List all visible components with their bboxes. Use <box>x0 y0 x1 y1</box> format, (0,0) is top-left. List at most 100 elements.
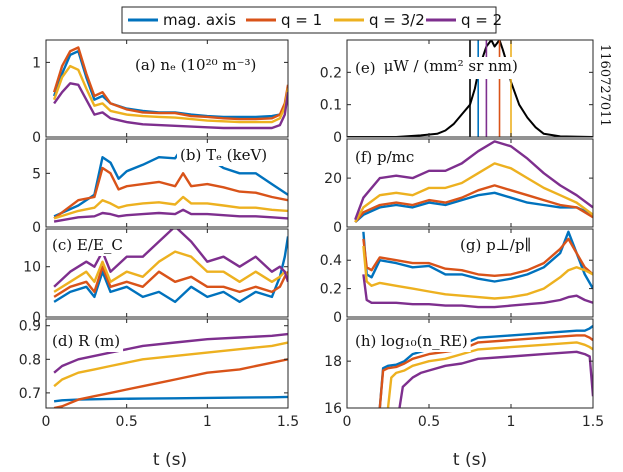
ytick-label-f-1: 20 <box>324 171 342 187</box>
ytick-label-g-2: 0.4 <box>320 253 342 269</box>
panel-d-plot-area <box>53 332 288 408</box>
series-a-q2 <box>53 82 288 130</box>
xtick-label-h-1: 0.5 <box>418 414 440 430</box>
panel-h-label: (h) log₁₀(n_RE) <box>355 332 468 350</box>
panel-c-plot-area <box>53 229 288 304</box>
ytick-label-e-0: 0 <box>333 130 342 146</box>
panel-c-frame <box>45 228 289 318</box>
series-d-q2 <box>53 332 288 374</box>
panel-b: 0 5 (b) Tₑ (keV) <box>32 138 289 236</box>
panel-b-label-bg <box>177 144 271 166</box>
series-a-q1 <box>52 46 288 121</box>
panel-e: 0 0.1 0.2 (e) μW / (mm² sr nm) <box>320 39 594 146</box>
series-c-q32 <box>53 250 288 293</box>
panel-d: 0.7 0.8 0.9 0 0.5 1 1.5 (d) R (m) <box>19 318 299 430</box>
panel-b-label: (b) Tₑ (keV) <box>180 146 267 164</box>
panel-f-frame <box>346 138 594 228</box>
series-a-q32 <box>52 64 288 124</box>
legend-label-q32: q = 3/2 <box>369 11 425 29</box>
x-axis-label-left: t (s) <box>153 450 187 470</box>
series-e-spec <box>347 40 593 137</box>
series-f-q32 <box>354 162 593 223</box>
ytick-label-b-1: 5 <box>32 166 41 182</box>
ytick-label-e-1: 0.1 <box>320 98 342 114</box>
legend-label-q2: q = 2 <box>461 11 502 29</box>
series-g-q32 <box>362 245 593 300</box>
panel-d-label: (d) R (m) <box>52 332 120 350</box>
panel-f-plot-area <box>354 140 593 223</box>
panel-a-label: (a) nₑ (10²⁰ m⁻³) <box>135 56 256 74</box>
ytick-label-h-0: 16 <box>324 401 342 417</box>
xtick-label-d-3: 1.5 <box>277 414 299 430</box>
panel-g-plot-area <box>362 230 593 309</box>
ytick-label-a-1: 1 <box>32 55 41 71</box>
panel-e-plot-area <box>347 40 593 137</box>
series-c-mag <box>53 236 288 304</box>
panel-a-frame <box>45 39 289 138</box>
panel-g-frame <box>346 228 594 318</box>
series-b-q32 <box>53 195 288 220</box>
panel-e-label-bg <box>352 57 521 79</box>
xtick-label-h-2: 1 <box>507 414 516 430</box>
legend: mag. axis q = 1 q = 3/2 q = 2 <box>121 6 502 34</box>
ytick-label-d-1: 0.8 <box>19 352 41 368</box>
panel-b-plot-area <box>53 145 288 223</box>
panel-h-label-bg <box>352 330 471 352</box>
ytick-label-f-0: 0 <box>333 220 342 236</box>
ytick-label-c-0: 0 <box>32 310 41 326</box>
xtick-label-h-0: 0 <box>343 414 352 430</box>
panels: 01 (a) nₑ (10²⁰ m⁻³)05(b) Tₑ (keV)010(c) … <box>19 39 604 430</box>
ytick-label-e-2: 0.2 <box>320 65 342 81</box>
series-c-q2 <box>53 229 288 288</box>
series-d-mag <box>53 395 288 403</box>
ytick-label-g-0: 0 <box>333 310 342 326</box>
xtick-label-d-1: 0.5 <box>116 414 138 430</box>
series-g-mag <box>362 230 593 290</box>
ytick-label-a-0: 0 <box>32 130 41 146</box>
panel-f-label: (f) p/mc <box>355 148 414 166</box>
series-f-q1 <box>354 184 593 223</box>
panel-e-units-label: μW / (mm² sr nm) <box>384 57 518 75</box>
x-axis-label-right: t (s) <box>453 450 487 470</box>
series-b-mag <box>53 145 288 218</box>
series-d-q1 <box>53 358 288 408</box>
series-g-q1 <box>362 237 593 277</box>
series-b-q1 <box>53 166 288 220</box>
legend-label-mag-axis: mag. axis <box>163 11 236 29</box>
series-h-q32 <box>386 341 593 408</box>
panel-g-label: (g) p⊥/p∥ <box>460 236 531 254</box>
ytick-label-h-1: 18 <box>324 354 342 370</box>
series-b-q2 <box>53 208 288 223</box>
ytick-label-d-0: 0.7 <box>19 386 41 402</box>
series-d-q32 <box>53 341 288 388</box>
panel-b-frame <box>45 138 289 228</box>
ytick-label-c-1: 10 <box>23 260 41 276</box>
panel-d-frame <box>45 318 289 409</box>
xtick-label-d-0: 0 <box>42 414 51 430</box>
xtick-label-h-3: 1.5 <box>582 414 604 430</box>
panel-c-label-bg <box>49 234 126 256</box>
panel-g: 0 0.2 0.4 (g) p⊥/p∥ <box>320 228 594 326</box>
panel-f-label-bg <box>352 146 418 168</box>
series-g-q2 <box>362 274 593 309</box>
panel-e-frame <box>346 39 594 138</box>
panel-a-label-bg <box>132 54 260 76</box>
panel-g-label-bg <box>457 234 535 256</box>
series-f-mag <box>354 191 593 223</box>
xtick-label-d-2: 1 <box>203 414 212 430</box>
panel-h-frame <box>346 318 594 409</box>
shot-number: 1160727011 <box>597 44 612 127</box>
series-c-q1 <box>53 265 288 298</box>
panel-c-label: (c) E/E_C <box>52 236 123 254</box>
panel-h: 16 18 0 0.5 1 1.5 (h) log₁₀(n_RE) <box>324 318 604 430</box>
series-f-q2 <box>354 140 593 221</box>
ytick-label-b-0: 0 <box>32 220 41 236</box>
ytick-label-d-2: 0.9 <box>19 319 41 335</box>
legend-label-q1: q = 1 <box>281 11 322 29</box>
panel-a-plot-area <box>52 46 288 130</box>
panel-c: 0 10 (c) E/E_C <box>23 228 289 326</box>
panel-e-label: (e) <box>355 59 376 77</box>
ytick-label-g-1: 0.2 <box>320 282 342 298</box>
panel-d-label-bg <box>49 330 124 352</box>
